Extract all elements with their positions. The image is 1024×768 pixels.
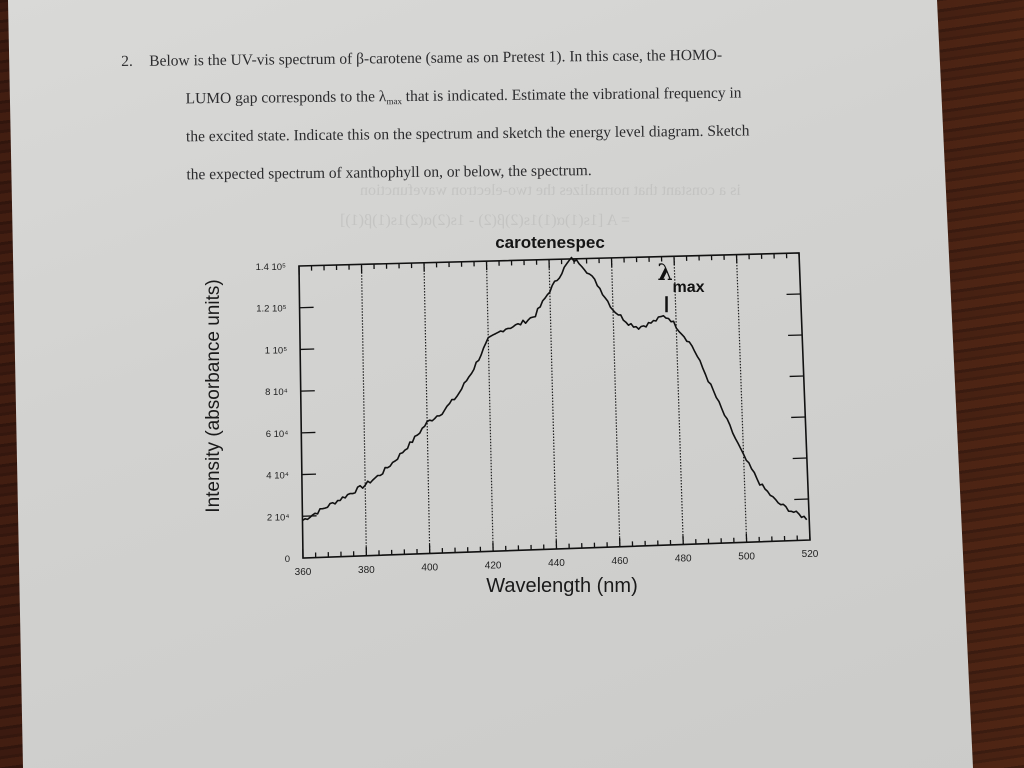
y-tick-label: 8 10⁴ <box>265 387 288 398</box>
y-tick-label: 1.4 10⁵ <box>256 262 286 273</box>
spectrum-curve <box>302 256 808 522</box>
x-gridline <box>673 256 684 545</box>
x-tick-label: 520 <box>802 549 819 560</box>
y-tick-labels: 0 2 10⁴ 4 10⁴ 6 10⁴ 8 10⁴ 1 10⁵ 1.2 10⁵ 1.4 10⁵ <box>256 262 290 565</box>
y-tick-label: 1 10⁵ <box>265 345 287 356</box>
x-tick-label: 380 <box>358 565 375 576</box>
x-gridline <box>610 257 621 547</box>
chart-title: carotenespec <box>495 233 605 252</box>
x-tick-label: 480 <box>675 554 692 565</box>
x-tick-label: 420 <box>485 560 502 571</box>
x-tick-label: 400 <box>421 563 438 574</box>
x-gridline <box>548 259 558 550</box>
lambda-max-text: max <box>673 279 705 296</box>
x-tick-label: 460 <box>612 556 629 567</box>
grid-lines <box>360 254 748 556</box>
x-gridline <box>735 254 748 543</box>
lambda-symbol: λ <box>658 260 673 286</box>
x-tick-label: 360 <box>295 567 312 578</box>
y-tick-label: 6 10⁴ <box>266 429 289 440</box>
y-tick-label: 1.2 10⁵ <box>256 304 286 315</box>
x-gridline <box>360 264 367 556</box>
y-tick-label: 4 10⁴ <box>266 471 289 482</box>
x-axis-label: Wavelength (nm) <box>486 575 638 597</box>
lambda-max-annotation: λmax <box>658 260 705 313</box>
y-tick-label: 2 10⁴ <box>267 512 290 523</box>
axis-ticks <box>298 252 811 559</box>
x-tick-labels: 360 380 400 420 440 460 480 500 520 <box>295 549 819 578</box>
x-gridline <box>485 261 494 552</box>
x-gridline <box>423 262 431 554</box>
y-tick-label: 0 <box>285 554 290 565</box>
plot-frame <box>298 252 811 559</box>
x-tick-label: 500 <box>738 551 755 562</box>
x-tick-label: 440 <box>548 558 565 569</box>
